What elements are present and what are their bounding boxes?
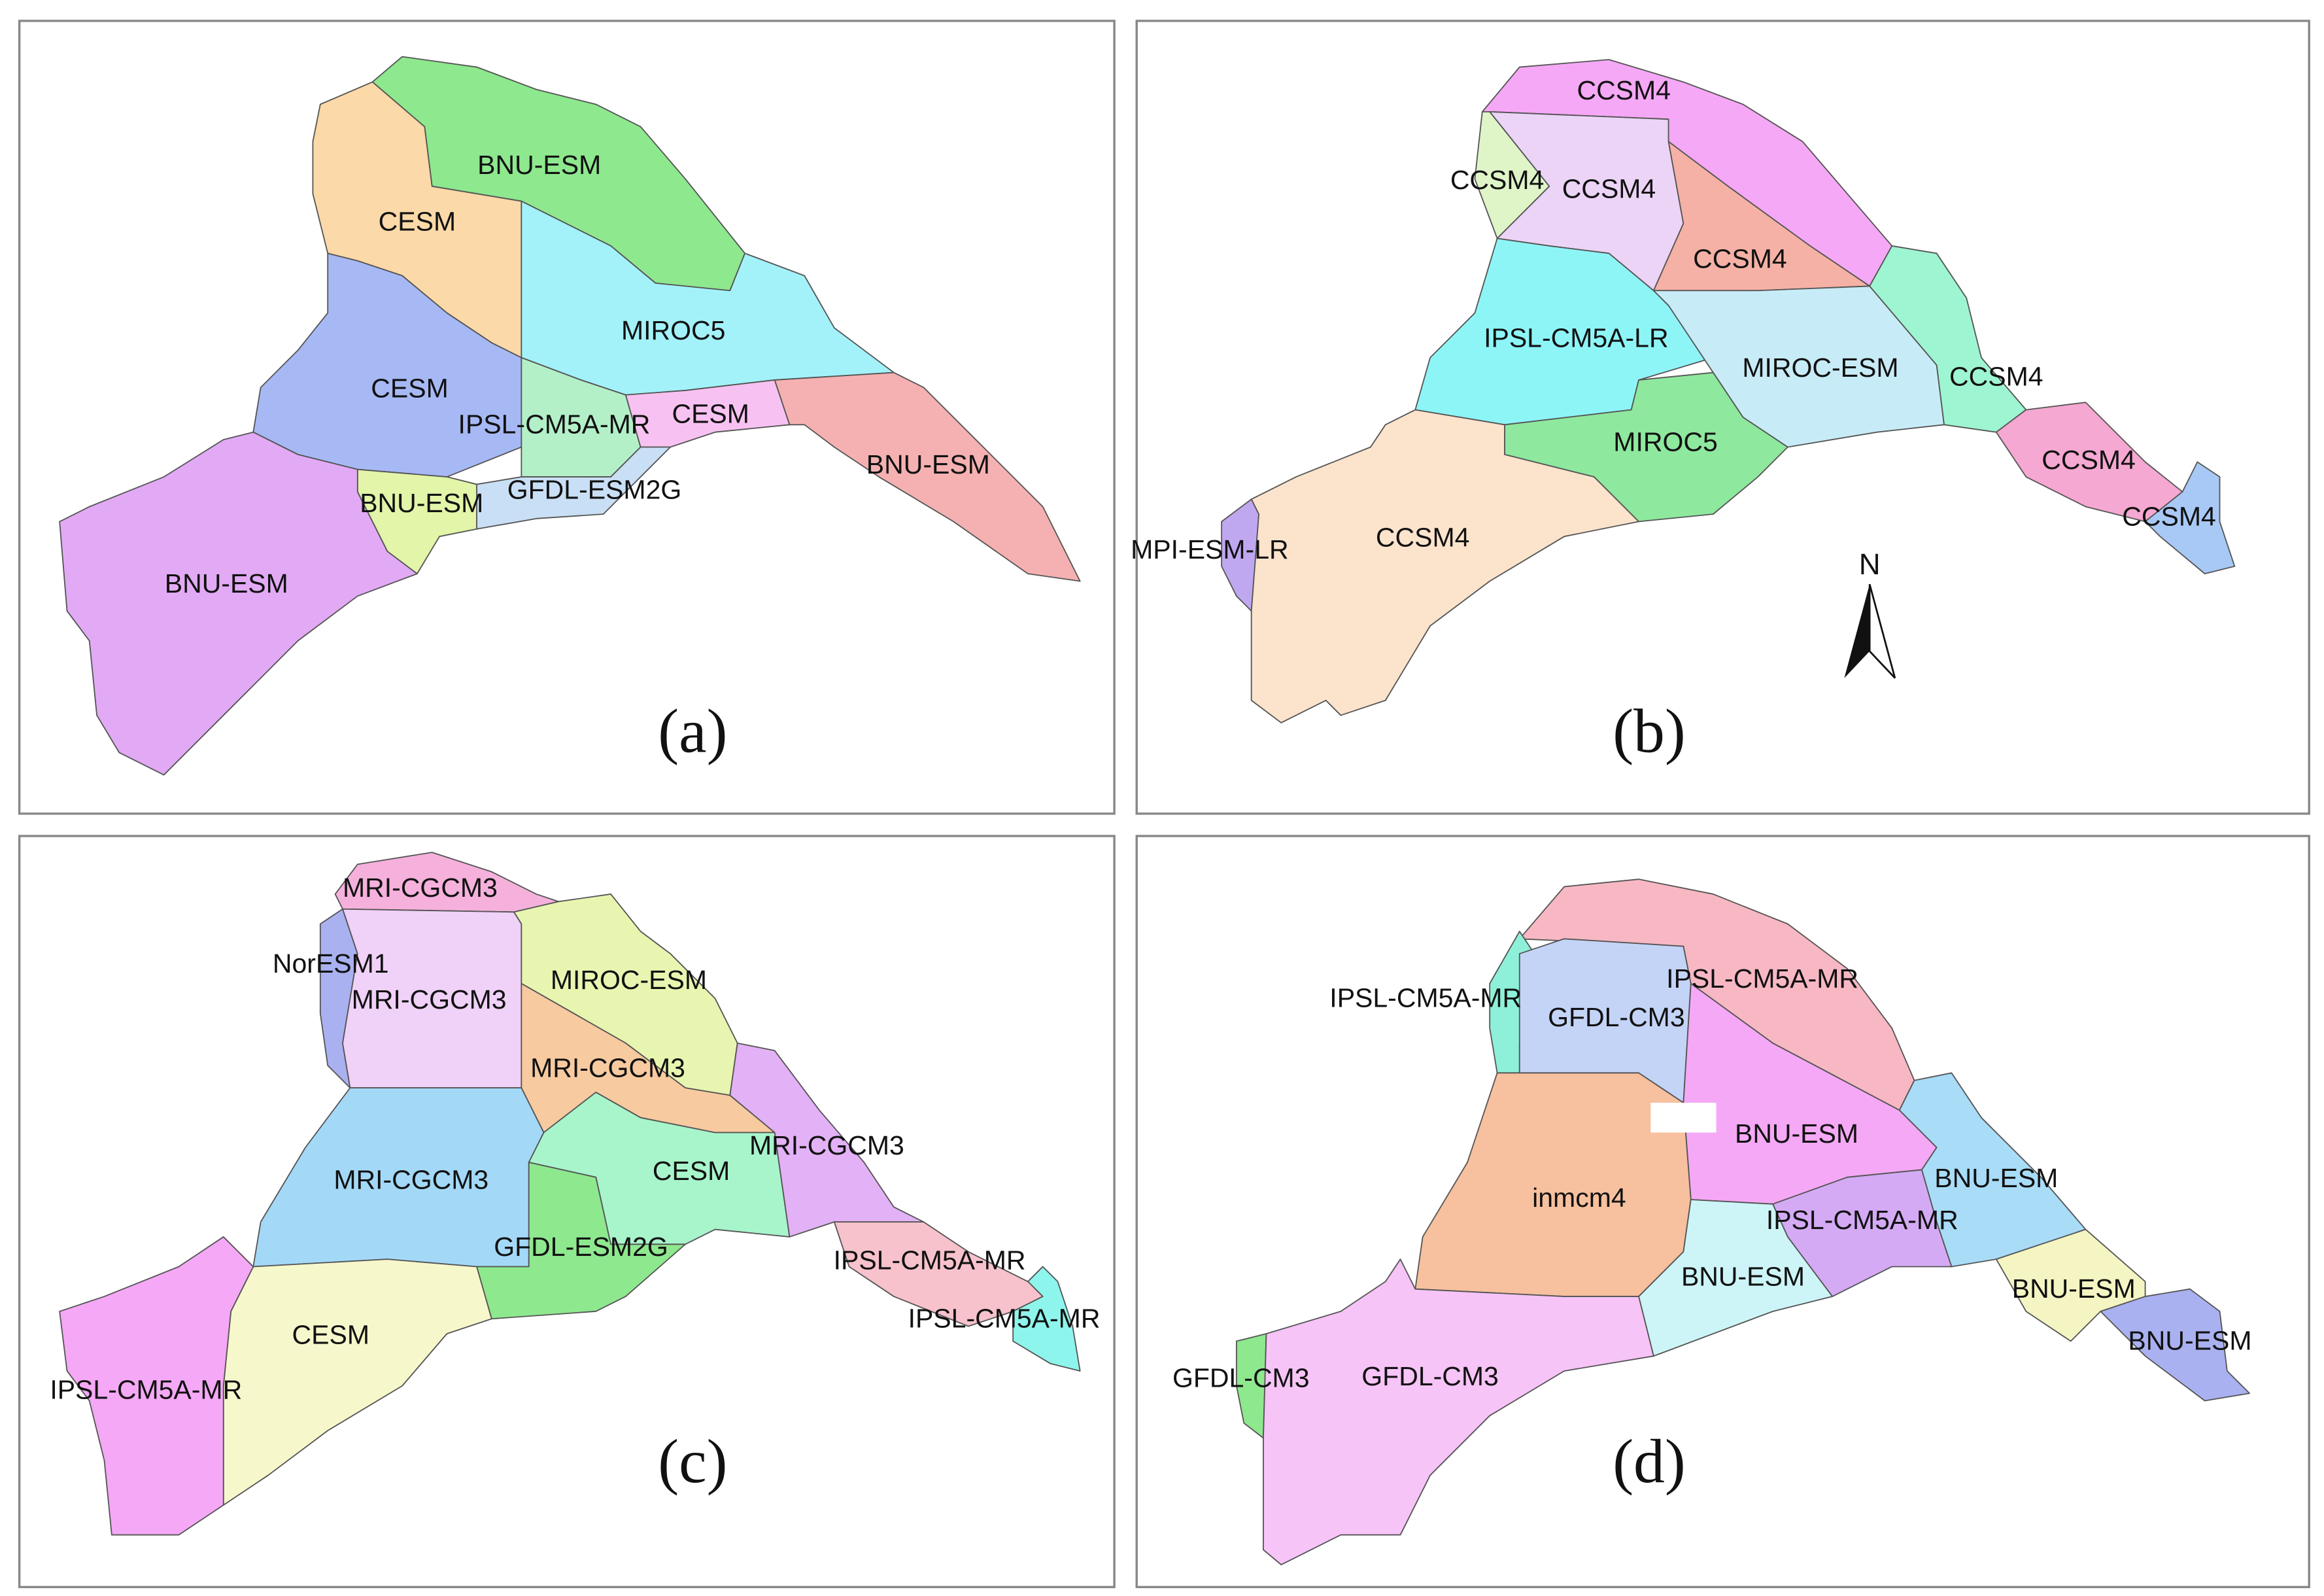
region-label: BNU-ESM: [477, 150, 601, 180]
region-labels: BNU-ESM CESM MIROC5 CESM IPSL-CM5A-MR CESM BNU…: [165, 150, 990, 598]
region-label: IPSL-CM5A-MR: [908, 1303, 1101, 1333]
region-label: MRI-CGCM3: [333, 1164, 488, 1194]
region-label: BNU-ESM: [866, 449, 990, 479]
region-label: CCSM4: [1376, 523, 1470, 553]
region-label: NorESM1: [273, 948, 389, 979]
regions: [59, 852, 1081, 1536]
panel-frame: [1135, 20, 2310, 815]
region-label: MRI-CGCM3: [530, 1053, 685, 1083]
regions: [1235, 878, 2251, 1566]
region: [1012, 1266, 1081, 1372]
map-panel: MRI-CGCM3 NorESM1 MRI-CGCM3 MIROC-ESM MRI-CG…: [50, 852, 1100, 1536]
map-panel: CCSM4 CCSM4 CCSM4 CCSM4 IPSL-CM5A-LR MIROC-ES…: [1131, 59, 2236, 766]
region-label: IPSL-CM5A-MR: [834, 1245, 1026, 1275]
region-label: CESM: [653, 1156, 730, 1186]
blank-patch: [1650, 1102, 1717, 1133]
region: [2144, 461, 2236, 575]
region-label: IPSL-CM5A-MR: [1329, 983, 1522, 1013]
region-label: CCSM4: [1693, 244, 1787, 274]
region: [1869, 245, 2027, 433]
region-label: GFDL-CM3: [1172, 1362, 1310, 1393]
region-label: MRI-CGCM3: [352, 984, 507, 1015]
north-label: N: [1859, 547, 1881, 581]
region-label: GFDL-CM3: [1361, 1361, 1499, 1391]
region-labels: MRI-CGCM3 NorESM1 MRI-CGCM3 MIROC-ESM MRI-CG…: [50, 873, 1100, 1405]
region-label: MIROC-ESM: [1742, 353, 1898, 383]
region-label: BNU-ESM: [165, 568, 288, 598]
region-label: IPSL-CM5A-MR: [1766, 1205, 1958, 1235]
region-label: CCSM4: [1949, 362, 2043, 392]
region-label: BNU-ESM: [1934, 1163, 2058, 1193]
region-label: GFDL-CM3: [1548, 1002, 1685, 1032]
region: [476, 446, 672, 530]
region-label: BNU-ESM: [1681, 1262, 1805, 1292]
region-label: inmcm4: [1532, 1183, 1626, 1213]
region-label: GFDL-ESM2G: [494, 1232, 668, 1262]
region-label: MPI-ESM-LR: [1131, 534, 1288, 564]
panel-frame: [18, 20, 1116, 815]
region: [1235, 1333, 1267, 1439]
region-label: CCSM4: [2042, 445, 2136, 475]
region-label: MIROC5: [621, 315, 725, 345]
region-label: MRI-CGCM3: [343, 873, 498, 903]
region: [1250, 409, 1639, 723]
region-label: MRI-CGCM3: [749, 1130, 904, 1160]
region: [476, 1162, 686, 1320]
region-label: MIROC5: [1613, 427, 1717, 457]
maps: BNU-ESM CESM MIROC5 CESM IPSL-CM5A-MR CESM BNU…: [50, 56, 2252, 1566]
regions: [1221, 59, 2236, 723]
map-panel: BNU-ESM CESM MIROC5 CESM IPSL-CM5A-MR CESM BNU…: [59, 56, 1081, 776]
region-label: IPSL-CM5A-MR: [458, 409, 651, 439]
region-label: CESM: [292, 1319, 369, 1349]
panel-caption: (a): [658, 697, 727, 766]
region-label: CESM: [371, 373, 448, 404]
panel-caption: (d): [1613, 1427, 1686, 1496]
region-label: BNU-ESM: [2012, 1274, 2136, 1304]
region-label: IPSL-CM5A-LR: [1484, 322, 1669, 353]
region-label: MIROC-ESM: [551, 965, 707, 995]
region-label: CCSM4: [1450, 165, 1545, 195]
region-label: CESM: [379, 207, 456, 237]
region-label: BNU-ESM: [1735, 1119, 1858, 1149]
region-label: CCSM4: [1577, 75, 1671, 105]
region: [1652, 285, 1945, 448]
panel-caption: (c): [658, 1427, 727, 1496]
region: [729, 1042, 925, 1238]
panel-frame: [1135, 835, 2310, 1589]
panel-caption: (b): [1613, 697, 1686, 766]
panel-frame: [18, 835, 1116, 1589]
region: [1638, 1199, 1834, 1357]
region-label: IPSL-CM5A-MR: [50, 1375, 242, 1405]
region: [1263, 1258, 1654, 1566]
region-label: IPSL-CM5A-MR: [1666, 963, 1858, 994]
region: [2100, 1288, 2251, 1402]
region: [774, 372, 1081, 582]
region-labels: CCSM4 CCSM4 CCSM4 CCSM4 IPSL-CM5A-LR MIROC-ES…: [1131, 75, 2216, 564]
region-label: CESM: [672, 398, 749, 428]
region: [59, 431, 418, 776]
region-label: CCSM4: [2122, 502, 2216, 532]
region-labels: IPSL-CM5A-MR IPSL-CM5A-MR GFDL-CM3 BNU-ESM i…: [1172, 963, 2252, 1393]
region: [59, 1236, 254, 1536]
region-label: BNU-ESM: [360, 488, 483, 518]
north-arrow: [1844, 584, 1870, 678]
region-label: BNU-ESM: [2128, 1326, 2251, 1356]
map-panel: IPSL-CM5A-MR IPSL-CM5A-MR GFDL-CM3 BNU-ESM i…: [1172, 878, 2252, 1566]
region-label: CCSM4: [1562, 173, 1656, 203]
region-label: GFDL-ESM2G: [507, 475, 682, 505]
regions: [59, 56, 1081, 776]
north-arrow: [1868, 583, 1896, 679]
